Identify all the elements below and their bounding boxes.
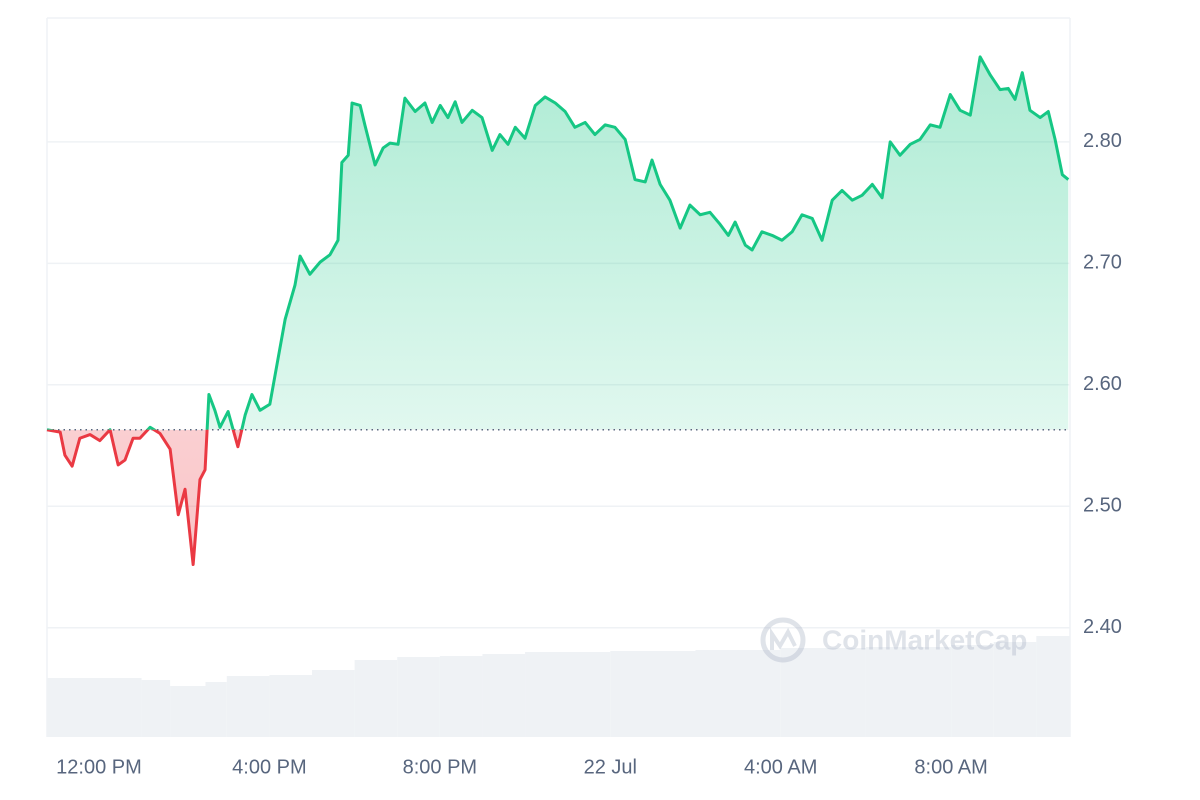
watermark-logo bbox=[760, 617, 806, 663]
volume-bar bbox=[141, 680, 171, 737]
y-tick-label: 2.70 bbox=[1083, 252, 1122, 274]
x-tick-label: 8:00 AM bbox=[914, 756, 987, 778]
volume-bar bbox=[865, 647, 952, 737]
volume-bar bbox=[397, 657, 440, 737]
volume-bar bbox=[170, 686, 206, 737]
volume-bar bbox=[269, 675, 313, 737]
watermark-logo-mark bbox=[770, 627, 797, 650]
volume-bar bbox=[98, 678, 142, 737]
x-tick-label: 8:00 PM bbox=[403, 756, 477, 778]
price-line-up bbox=[46, 55, 1070, 430]
watermark-text: CoinMarketCap bbox=[822, 624, 1027, 655]
plot-layer bbox=[46, 55, 1070, 567]
x-tick-label: 4:00 PM bbox=[232, 756, 306, 778]
x-tick-label: 22 Jul bbox=[584, 756, 637, 778]
volume-bar bbox=[1036, 636, 1070, 737]
volume-bar bbox=[610, 651, 696, 737]
volume-bar bbox=[525, 652, 611, 737]
volume-bar bbox=[312, 670, 355, 737]
axis-layer: 2.40 2.50 2.60 2.70 2.80 12:00 PM 4:00 PM 8:00 … bbox=[56, 130, 1122, 778]
y-tick-label: 2.40 bbox=[1083, 616, 1122, 638]
y-tick-label: 2.80 bbox=[1083, 130, 1122, 152]
area-up bbox=[47, 56, 1069, 430]
volume-bar bbox=[205, 682, 227, 737]
y-tick-label: 2.50 bbox=[1083, 495, 1122, 517]
volume-bar bbox=[695, 650, 781, 737]
volume-bar bbox=[439, 656, 483, 737]
volume-bar bbox=[226, 676, 270, 737]
x-tick-label: 4:00 AM bbox=[744, 756, 817, 778]
x-tick-label: 12:00 PM bbox=[56, 756, 142, 778]
volume-bar bbox=[47, 678, 99, 737]
volume-bar bbox=[482, 654, 526, 737]
volume-bar bbox=[780, 648, 866, 737]
volume-bar bbox=[993, 642, 1037, 737]
volume-layer bbox=[47, 636, 1070, 737]
volume-bar bbox=[951, 645, 994, 737]
watermark: CoinMarketCap bbox=[760, 617, 1027, 663]
volume-bar bbox=[354, 660, 398, 737]
y-tick-label: 2.60 bbox=[1083, 373, 1122, 395]
